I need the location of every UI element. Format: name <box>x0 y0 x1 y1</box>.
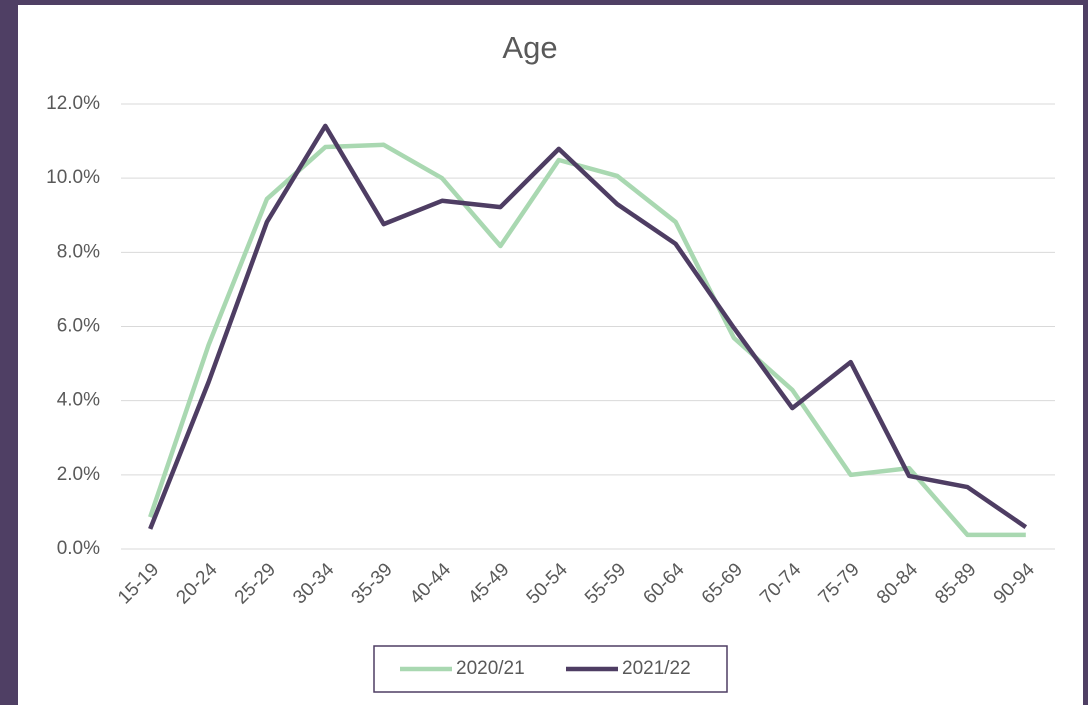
y-tick-label: 0.0% <box>57 538 100 559</box>
y-tick-label: 12.0% <box>46 93 100 114</box>
legend-label: 2021/22 <box>622 658 691 679</box>
legend-label: 2020/21 <box>456 658 525 679</box>
y-tick-label: 6.0% <box>57 316 100 337</box>
legend: 2020/21 2021/22 <box>373 645 728 693</box>
chart-title: Age <box>502 30 557 65</box>
y-tick-label: 2.0% <box>57 464 100 485</box>
y-tick-label: 10.0% <box>46 167 100 188</box>
chart-area <box>18 5 1083 705</box>
series-line <box>148 123 1028 530</box>
y-tick-label: 4.0% <box>57 390 100 411</box>
y-tick-label: 8.0% <box>57 241 100 262</box>
